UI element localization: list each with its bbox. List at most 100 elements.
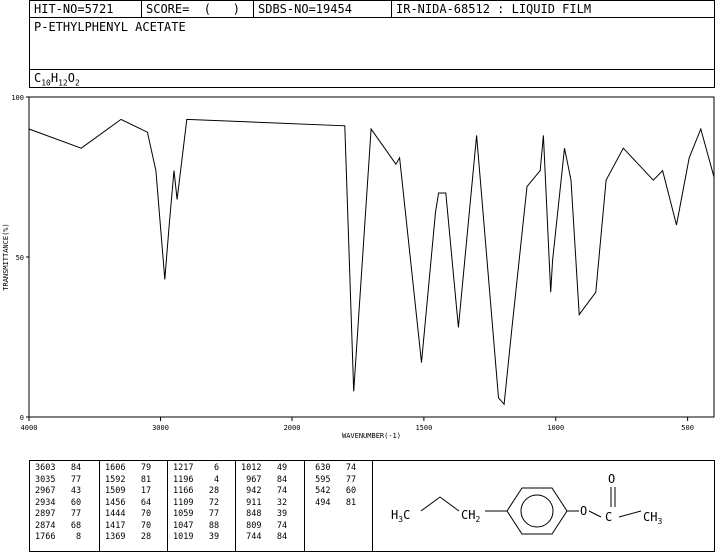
peak-transmittance: 39 bbox=[261, 509, 288, 519]
spectrum-line bbox=[28, 118, 715, 406]
x-tick-label: 4000 bbox=[21, 424, 38, 432]
peak-row: 744 84 bbox=[241, 532, 287, 544]
peak-transmittance: 84 bbox=[261, 532, 288, 542]
peak-row: 809 74 bbox=[241, 521, 287, 533]
peak-wavenumber: 595 bbox=[310, 474, 331, 485]
methylene-label: CH2 bbox=[461, 508, 480, 524]
peak-row: 2874 68 bbox=[35, 521, 81, 533]
peak-wavenumber: 848 bbox=[241, 509, 262, 519]
peak-wavenumber: 1059 bbox=[173, 509, 194, 519]
peak-transmittance: 81 bbox=[330, 497, 357, 508]
peak-table-divider bbox=[304, 460, 305, 551]
y-tick-label: 100 bbox=[11, 94, 24, 102]
peak-wavenumber: 1109 bbox=[173, 497, 194, 508]
peak-row: 967 84 bbox=[241, 475, 287, 487]
formula-box: C10H12O2 bbox=[29, 69, 715, 88]
peak-transmittance: 17 bbox=[125, 486, 152, 496]
peak-row: 1369 28 bbox=[105, 532, 151, 544]
peak-wavenumber: 1766 bbox=[35, 532, 56, 542]
peak-row: 1766 8 bbox=[35, 532, 81, 544]
peak-column: 630 74 595 77 542 60 494 81 bbox=[310, 463, 356, 509]
ir-method: IR-NIDA-68512 : LIQUID FILM bbox=[396, 2, 592, 16]
peak-transmittance: 60 bbox=[330, 486, 357, 496]
peak-wavenumber: 3603 bbox=[35, 463, 56, 473]
peak-row: 595 77 bbox=[310, 475, 356, 487]
peak-transmittance: 32 bbox=[261, 497, 288, 508]
peak-transmittance: 64 bbox=[125, 497, 152, 508]
peak-row: 542 60 bbox=[310, 486, 356, 498]
peak-row: 1047 88 bbox=[173, 521, 219, 533]
molecular-formula: C10H12O2 bbox=[34, 71, 80, 88]
peak-wavenumber: 1166 bbox=[173, 486, 194, 496]
peak-transmittance: 84 bbox=[261, 474, 288, 485]
peak-transmittance: 74 bbox=[330, 463, 357, 473]
peak-transmittance: 43 bbox=[55, 486, 82, 496]
carbonyl-carbon-label: C bbox=[605, 510, 612, 524]
chemical-structure: H3C CH2 O C O CH3 bbox=[391, 472, 662, 535]
compound-name: P-ETHYLPHENYL ACETATE bbox=[34, 20, 186, 34]
peak-table-divider bbox=[235, 460, 236, 551]
peak-transmittance: 70 bbox=[125, 520, 152, 531]
peak-row: 3603 84 bbox=[35, 463, 81, 475]
peak-transmittance: 77 bbox=[193, 509, 220, 519]
x-tick-label: 3000 bbox=[152, 424, 169, 432]
peak-transmittance: 79 bbox=[125, 463, 152, 473]
peak-transmittance: 70 bbox=[125, 509, 152, 519]
peak-transmittance: 77 bbox=[55, 509, 82, 519]
peak-wavenumber: 542 bbox=[310, 486, 331, 496]
peak-transmittance: 49 bbox=[261, 463, 288, 473]
peak-row: 1012 49 bbox=[241, 463, 287, 475]
peak-row: 1592 81 bbox=[105, 475, 151, 487]
peak-row: 494 81 bbox=[310, 498, 356, 510]
peak-wavenumber: 967 bbox=[241, 474, 262, 485]
peak-wavenumber: 744 bbox=[241, 532, 262, 542]
peak-wavenumber: 494 bbox=[310, 497, 331, 508]
sdbs-number: SDBS-NO=19454 bbox=[254, 1, 392, 18]
structure-box: H3C CH2 O C O CH3 bbox=[372, 460, 715, 552]
peak-wavenumber: 1606 bbox=[105, 463, 126, 473]
peak-transmittance: 74 bbox=[261, 520, 288, 531]
peak-wavenumber: 1019 bbox=[173, 532, 194, 542]
peak-row: 1606 79 bbox=[105, 463, 151, 475]
peak-wavenumber: 3035 bbox=[35, 474, 56, 485]
peak-row: 1019 39 bbox=[173, 532, 219, 544]
peak-transmittance: 77 bbox=[55, 474, 82, 485]
peak-transmittance: 74 bbox=[261, 486, 288, 496]
score-field: SCORE= ( ) bbox=[142, 1, 254, 18]
peak-row: 2897 77 bbox=[35, 509, 81, 521]
y-axis-label: TRANSMITTANCE(%) bbox=[2, 223, 10, 290]
peak-row: 1217 6 bbox=[173, 463, 219, 475]
hit-number: HIT-NO=5721 bbox=[30, 1, 142, 18]
peak-wavenumber: 2934 bbox=[35, 497, 56, 508]
peak-row: 1196 4 bbox=[173, 475, 219, 487]
peak-wavenumber: 2874 bbox=[35, 520, 56, 531]
x-tick-label: 500 bbox=[681, 424, 694, 432]
peak-wavenumber: 1456 bbox=[105, 497, 126, 508]
peak-table-divider bbox=[99, 460, 100, 551]
peak-row: 1417 70 bbox=[105, 521, 151, 533]
peak-row: 3035 77 bbox=[35, 475, 81, 487]
peak-transmittance: 81 bbox=[125, 474, 152, 485]
peak-wavenumber: 2897 bbox=[35, 509, 56, 519]
peak-transmittance: 28 bbox=[125, 532, 152, 542]
peak-column: 1012 49 967 84 942 74 911 32 848 39 809 … bbox=[241, 463, 287, 544]
ester-oxygen-label: O bbox=[580, 504, 587, 518]
peak-transmittance: 4 bbox=[193, 474, 220, 485]
peak-wavenumber: 630 bbox=[310, 463, 331, 473]
peak-transmittance: 6 bbox=[193, 463, 220, 473]
peak-wavenumber: 809 bbox=[241, 520, 262, 531]
peak-transmittance: 88 bbox=[193, 520, 220, 531]
carbonyl-oxygen-label: O bbox=[608, 472, 615, 486]
peak-row: 911 32 bbox=[241, 498, 287, 510]
peak-column: 1606 79 1592 81 1509 17 1456 64 1444 70 1417 … bbox=[105, 463, 151, 544]
peak-transmittance: 68 bbox=[55, 520, 82, 531]
ir-spectrum-chart: 4000 3000 2000 1500 1000 500 0 50 100 WAVENUMBER(… bbox=[2, 94, 715, 440]
peak-row: 2967 43 bbox=[35, 486, 81, 498]
peak-wavenumber: 1012 bbox=[241, 463, 262, 473]
peak-row: 1109 72 bbox=[173, 498, 219, 510]
peak-table-divider bbox=[167, 460, 168, 551]
peak-row: 1166 28 bbox=[173, 486, 219, 498]
peak-transmittance: 84 bbox=[55, 463, 82, 473]
x-tick-label: 2000 bbox=[284, 424, 301, 432]
peak-wavenumber: 911 bbox=[241, 497, 262, 508]
